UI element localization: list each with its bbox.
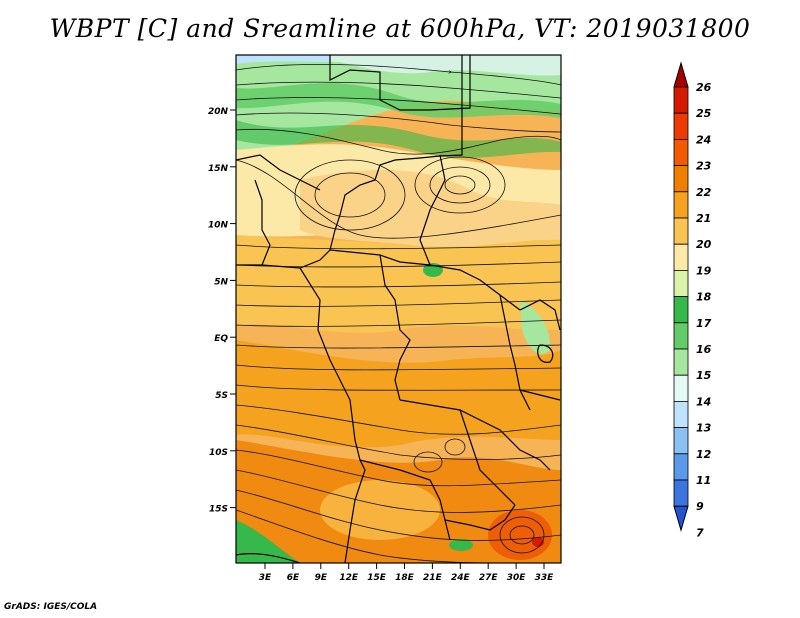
map-panel bbox=[236, 55, 561, 563]
colorbar-swatch bbox=[673, 269, 689, 297]
lat-label: EQ bbox=[214, 334, 228, 344]
lat-label: 5N bbox=[214, 277, 228, 287]
lat-label: 10N bbox=[208, 221, 229, 231]
latitude-axis: 20N 15N 10N 5N EQ 5S 10S 15S bbox=[208, 107, 236, 515]
colorbar-swatch bbox=[673, 479, 689, 507]
lat-label: 20N bbox=[208, 107, 229, 117]
colorbar-swatch bbox=[673, 374, 689, 402]
colorbar-label: 23 bbox=[696, 160, 712, 173]
colorbar-label: 20 bbox=[696, 238, 712, 251]
colorbar-swatch bbox=[673, 165, 689, 193]
streamlines bbox=[236, 63, 561, 563]
credit-text: GrADS: IGES/COLA bbox=[4, 602, 98, 612]
colorbar-label: 15 bbox=[696, 369, 712, 382]
lon-label: 24E bbox=[451, 573, 471, 583]
colorbar-swatch bbox=[673, 243, 689, 271]
colorbar: 26 25 24 23 22 21 20 19 18 17 16 15 14 13 12 11 9 7 bbox=[673, 61, 712, 539]
lon-label: 27E bbox=[479, 573, 499, 583]
lat-label: 5S bbox=[215, 391, 228, 401]
lat-label: 15S bbox=[209, 505, 228, 515]
colorbar-swatch bbox=[673, 322, 689, 350]
colorbar-label: 24 bbox=[696, 133, 711, 146]
lon-label: 9E bbox=[315, 573, 328, 583]
colorbar-label: 11 bbox=[696, 474, 711, 487]
colorbar-swatch bbox=[673, 348, 689, 376]
map-title: WBPT [C] and Sreamline at 600hPa, VT: 20… bbox=[49, 14, 751, 43]
colorbar-swatch bbox=[673, 138, 689, 166]
colorbar-label: 19 bbox=[696, 264, 712, 277]
colorbar-swatch bbox=[673, 191, 689, 219]
lon-label: 33E bbox=[535, 573, 555, 583]
longitude-axis: 3E 6E 9E 12E 15E 18E 21E 24E 27E 30E 33E bbox=[259, 563, 554, 583]
colorbar-label: 22 bbox=[696, 186, 712, 199]
colorbar-swatch bbox=[673, 217, 689, 245]
colorbar-swatch bbox=[673, 86, 689, 114]
lon-label: 21E bbox=[423, 573, 443, 583]
lon-label: 15E bbox=[367, 573, 387, 583]
colorbar-label: 25 bbox=[696, 107, 712, 120]
colorbar-swatch bbox=[673, 296, 689, 324]
colorbar-label: 12 bbox=[696, 448, 712, 461]
map-frame bbox=[235, 54, 562, 564]
lat-label: 10S bbox=[209, 448, 228, 458]
lon-label: 12E bbox=[339, 573, 359, 583]
colorbar-swatch bbox=[673, 112, 689, 140]
colorbar-label: 9 bbox=[696, 500, 704, 513]
colorbar-label: 18 bbox=[696, 291, 712, 304]
colorbar-bottom-arrow bbox=[673, 505, 689, 532]
colorbar-label: 7 bbox=[696, 526, 704, 539]
lon-label: 30E bbox=[507, 573, 527, 583]
colorbar-top-arrow bbox=[673, 61, 689, 88]
lon-label: 6E bbox=[287, 573, 300, 583]
colorbar-label: 14 bbox=[696, 395, 711, 408]
lon-label: 18E bbox=[395, 573, 415, 583]
colorbar-swatch bbox=[673, 453, 689, 481]
lon-label: 3E bbox=[259, 573, 272, 583]
colorbar-label: 26 bbox=[696, 81, 712, 94]
colorbar-label: 13 bbox=[696, 422, 712, 435]
colorbar-label: 21 bbox=[696, 212, 711, 225]
colorbar-label: 16 bbox=[696, 343, 712, 356]
colorbar-swatch bbox=[673, 400, 689, 428]
country-borders bbox=[236, 55, 561, 563]
lat-label: 15N bbox=[208, 164, 229, 174]
colorbar-label: 17 bbox=[696, 317, 712, 330]
colorbar-swatch bbox=[673, 427, 689, 455]
coastline-south bbox=[236, 553, 301, 563]
